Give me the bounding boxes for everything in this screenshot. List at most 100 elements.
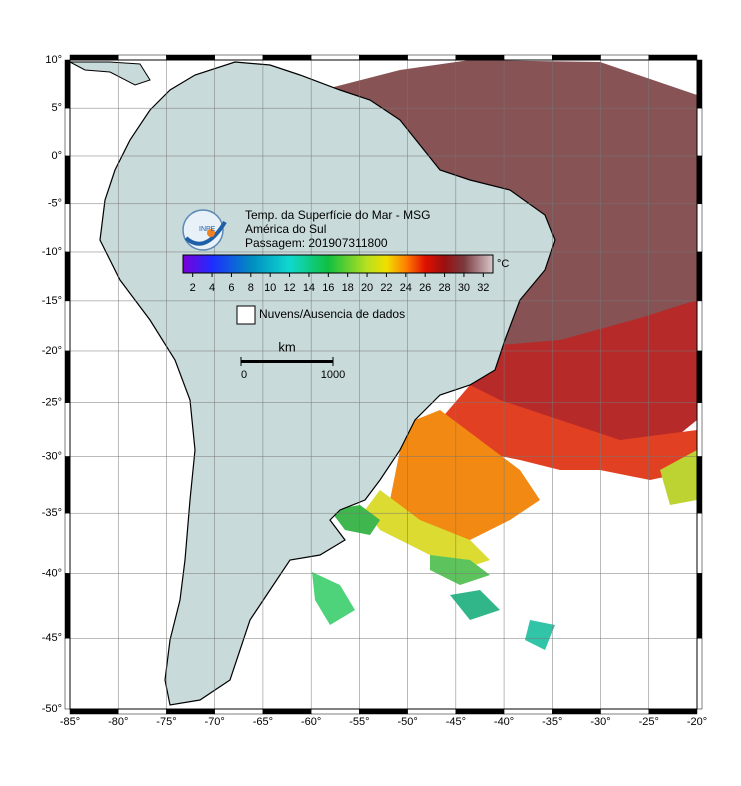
frame-segment — [407, 54, 457, 61]
scale-bar: km 0 1000 — [240, 339, 345, 381]
frame-segment — [64, 456, 71, 514]
lon-tick-label: -45° — [446, 716, 466, 728]
frame-segment — [64, 59, 71, 109]
central-america — [69, 61, 151, 86]
colorbar-tick-label: 14 — [303, 282, 315, 294]
frame: -85° -80° -75° -70° -65° -60° -55° -50° -45° -40°… — [42, 54, 707, 728]
frame-segment — [117, 708, 167, 715]
frame-border — [69, 59, 698, 710]
colorbar-tick-label: 26 — [419, 282, 431, 294]
frame-segment — [600, 54, 650, 61]
frame-segment — [214, 54, 264, 61]
frame-segment — [214, 708, 264, 715]
frame-segment — [64, 251, 71, 302]
legend-label: Nuvens/Ausencia de dados — [259, 307, 405, 321]
lat-tick-label: -15° — [42, 295, 62, 307]
legend-swatch — [236, 305, 256, 325]
frame-segment — [696, 155, 703, 205]
frame-segment — [64, 512, 71, 574]
colorbar-tick-label: 20 — [361, 282, 373, 294]
colorbar-tick-label: 32 — [477, 282, 489, 294]
lat-tick-label: -10° — [42, 246, 62, 258]
colorbar-tick-label: 24 — [400, 282, 412, 294]
frame-segment — [407, 708, 457, 715]
frame-segment — [359, 54, 408, 61]
colorbar: °C 2 4 6 8 10 12 14 16 18 20 22 24 26 28 30 32 — [182, 254, 509, 294]
lon-tick-label: -55° — [349, 716, 369, 728]
frame-segment — [648, 708, 698, 715]
lon-tick-label: -60° — [301, 716, 321, 728]
frame-segment — [696, 251, 703, 302]
frame-segment — [600, 708, 650, 715]
lat-tick-label: -40° — [42, 567, 62, 579]
lat-tick-label: -5° — [48, 198, 62, 210]
lon-tick-label: -35° — [542, 716, 562, 728]
frame-segment — [696, 350, 703, 403]
frame-segment — [455, 708, 505, 715]
logo: INPE — [182, 209, 227, 251]
title-line: Passagem: 201907311800 — [245, 236, 388, 250]
frame-segment — [166, 54, 215, 61]
graticule — [69, 59, 698, 710]
lon-tick-label: -40° — [494, 716, 514, 728]
lon-tick-label: -25° — [639, 716, 659, 728]
frame-segment — [310, 54, 360, 61]
frame-segment — [503, 54, 553, 61]
lat-tick-label: -45° — [42, 632, 62, 644]
frame-segment — [696, 573, 703, 639]
lon-tick-label: -50° — [397, 716, 417, 728]
lat-tick-label: -20° — [42, 345, 62, 357]
frame-segment — [166, 708, 215, 715]
colorbar-tick-label: 8 — [248, 282, 254, 294]
colorbar-tick-label: 6 — [228, 282, 234, 294]
frame-segment — [696, 203, 703, 253]
lat-tick-label: 10° — [45, 54, 62, 66]
scale-bar-label: 0 — [241, 369, 247, 381]
scale-bar-label: 1000 — [321, 369, 345, 381]
colorbar-tick-label: 4 — [209, 282, 215, 294]
lon-tick-label: -30° — [590, 716, 610, 728]
colorbar-ramp — [182, 254, 494, 274]
frame-segment — [64, 637, 71, 710]
lon-tick-label: -80° — [108, 716, 128, 728]
scale-bar-line — [241, 360, 333, 363]
lat-tick-label: -30° — [42, 450, 62, 462]
lon-tick-label: -20° — [687, 716, 707, 728]
colorbar-tick-label: 18 — [342, 282, 354, 294]
frame-segment — [64, 300, 71, 352]
title-line: Temp. da Superfície do Mar - MSG — [245, 208, 430, 222]
lat-tick-label: -50° — [42, 703, 62, 715]
frame-segment — [696, 456, 703, 514]
logo-text: INPE — [199, 226, 216, 233]
lon-tick-label: -70° — [205, 716, 225, 728]
colorbar-tick-label: 28 — [438, 282, 450, 294]
colorbar-unit: °C — [497, 258, 509, 270]
lon-tick-label: -75° — [156, 716, 176, 728]
frame-segment — [262, 54, 312, 61]
frame-segment — [696, 402, 703, 457]
lat-tick-label: 5° — [51, 102, 62, 114]
frame-segment — [696, 637, 703, 710]
frame-segment — [64, 350, 71, 403]
colorbar-tick-label: 30 — [458, 282, 470, 294]
sst-field — [312, 60, 697, 650]
frame-segment — [64, 107, 71, 157]
frame-segment — [310, 708, 360, 715]
frame-segment — [696, 300, 703, 352]
frame-segment — [69, 54, 119, 61]
lon-tick-label: -85° — [60, 716, 80, 728]
colorbar-tick-label: 16 — [322, 282, 334, 294]
frame-segment — [648, 54, 698, 61]
frame-segment — [64, 573, 71, 639]
scale-unit: km — [278, 339, 295, 354]
frame-segment — [696, 512, 703, 574]
frame-segment — [262, 708, 312, 715]
colorbar-tick-label: 22 — [380, 282, 392, 294]
colorbar-tick-label: 2 — [190, 282, 196, 294]
lon-tick-label: -65° — [253, 716, 273, 728]
frame-segment — [696, 107, 703, 157]
frame-segment — [455, 54, 505, 61]
title-line: América do Sul — [245, 222, 326, 236]
lat-tick-label: -35° — [42, 507, 62, 519]
frame-segment — [552, 54, 601, 61]
